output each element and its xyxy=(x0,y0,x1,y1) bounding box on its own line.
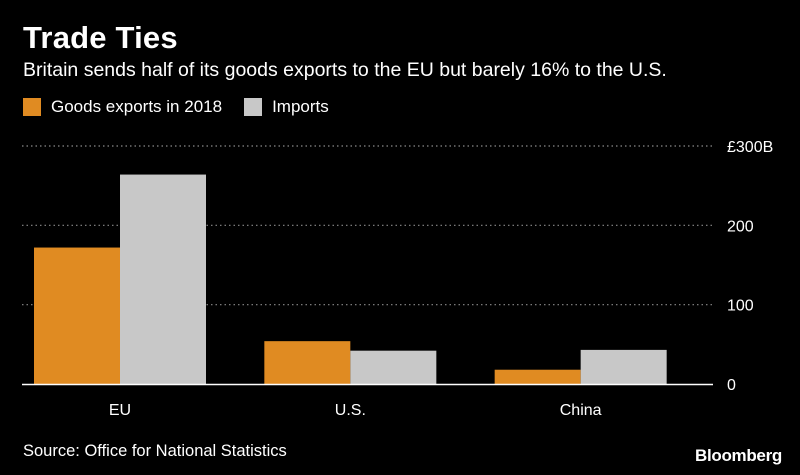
chart-title: Trade Ties xyxy=(23,20,178,55)
legend-swatch-imports xyxy=(244,98,263,116)
bar-exports xyxy=(34,247,120,384)
x-category-label: EU xyxy=(109,402,131,419)
x-category-label: China xyxy=(560,402,602,419)
legend-swatch-exports xyxy=(23,98,41,116)
bloomberg-logo: Bloomberg xyxy=(694,446,782,465)
y-tick-label: 200 xyxy=(727,218,754,235)
legend-label-exports: Goods exports in 2018 xyxy=(51,97,223,116)
legend-label-imports: Imports xyxy=(272,97,329,116)
bar-exports xyxy=(494,369,581,384)
legend: Goods exports in 2018 Imports xyxy=(23,97,351,117)
y-tick-label: 100 xyxy=(727,298,754,315)
bar-imports xyxy=(580,349,667,384)
y-tick-label: £300B xyxy=(727,139,773,156)
y-tick-label: 0 xyxy=(727,377,736,394)
legend-item-exports: Goods exports in 2018 xyxy=(23,97,222,117)
source-note: Source: Office for National Statistics xyxy=(23,442,287,460)
bar-imports xyxy=(120,174,206,384)
bar-exports xyxy=(264,341,351,384)
legend-item-imports: Imports xyxy=(244,97,329,117)
x-category-label: U.S. xyxy=(335,402,366,419)
chart-subtitle: Britain sends half of its goods exports … xyxy=(23,59,667,81)
bar-imports xyxy=(350,350,437,384)
